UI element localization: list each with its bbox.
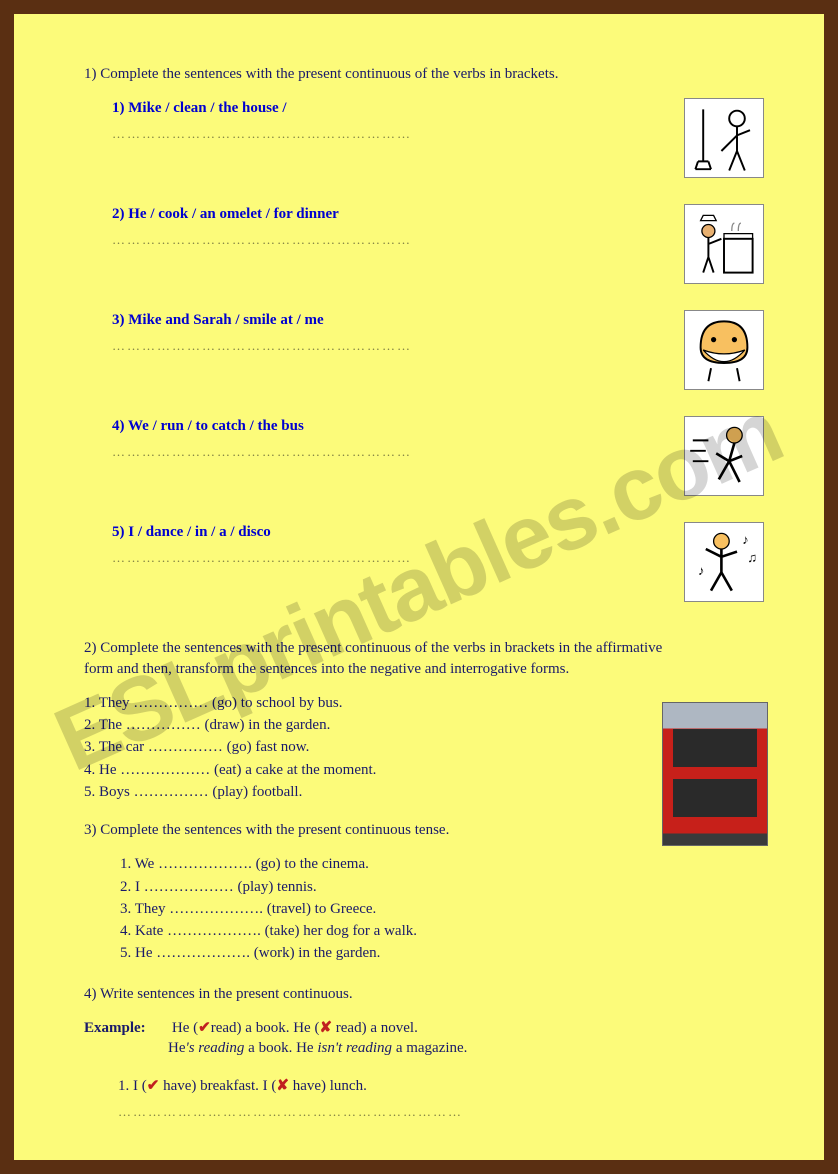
svg-text:♪: ♪: [698, 563, 705, 578]
svg-text:♪: ♪: [742, 532, 749, 547]
svg-text:♫: ♫: [747, 550, 757, 565]
ex1-instruction: 1) Complete the sentences with the prese…: [84, 64, 764, 84]
ex1-num-5: 5): [112, 524, 125, 540]
ex3-line-4: 4. Kate ………………. (take) her dog for a wal…: [120, 921, 764, 941]
ex4-ex-line1-a: He (: [172, 1020, 198, 1036]
ex1-answer-line-5: ……………………………………………………: [112, 549, 674, 567]
dancing-icon: ♪ ♫ ♪: [684, 522, 764, 602]
tick-icon: ✔: [147, 1078, 160, 1094]
ex4-instruction: 4) Write sentences in the present contin…: [84, 984, 764, 1004]
ex1-prompt-5: I / dance / in / a / disco: [128, 524, 271, 540]
ex4-item1-c: have) lunch.: [289, 1078, 367, 1094]
ex3-list: 1. We ………………. (go) to the cinema. 2. I ……: [120, 854, 764, 963]
ex4-item-1: 1. I (✔ have) breakfast. I (✘ have) lunc…: [118, 1076, 764, 1096]
ex4-answer-line-1: ……………………………………………………………: [118, 1103, 764, 1121]
ex1-num-3: 3): [112, 312, 125, 328]
ex4-ex-line1-c: read) a novel.: [332, 1020, 418, 1036]
smile-icon: [684, 310, 764, 390]
tick-icon: ✔: [198, 1020, 211, 1036]
example-label: Example:: [84, 1020, 146, 1036]
ex4-ex-line1-b: read) a book. He (: [211, 1020, 320, 1036]
ex1-answer-line-2: ……………………………………………………: [112, 231, 674, 249]
ex1-answer-line-3: ……………………………………………………: [112, 337, 674, 355]
ex4-ex-line2-b: 's reading: [186, 1040, 245, 1056]
ex1-num-4: 4): [112, 418, 125, 434]
ex1-answer-line-1: ……………………………………………………: [112, 125, 674, 143]
ex4-ex-line2-e: a magazine.: [392, 1040, 467, 1056]
ex1-item-1: 1) Mike / clean / the house / ……………………………: [112, 98, 764, 178]
cross-icon: ✘: [319, 1020, 332, 1036]
ex1-item-4: 4) We / run / to catch / the bus ……………………: [112, 416, 764, 496]
cross-icon: ✘: [276, 1078, 289, 1094]
ex1-answer-line-4: ……………………………………………………: [112, 443, 674, 461]
ex4-ex-line2-c: a book. He: [244, 1040, 317, 1056]
ex1-prompt-3: Mike and Sarah / smile at / me: [128, 312, 323, 328]
cooking-icon: [684, 204, 764, 284]
ex1-prompt-4: We / run / to catch / the bus: [128, 418, 304, 434]
ex1-item-3: 3) Mike and Sarah / smile at / me …………………: [112, 310, 764, 390]
ex4-ex-line2-d: isn't reading: [317, 1040, 392, 1056]
ex4-item1-b: have) breakfast. I (: [159, 1078, 276, 1094]
document-frame: 1) Complete the sentences with the prese…: [0, 0, 838, 1174]
ex1-item-5: 5) I / dance / in / a / disco ……………………………: [112, 522, 764, 602]
ex1-num-2: 2): [112, 206, 125, 222]
bus-photo: [662, 702, 768, 846]
ex4-item1-a: 1. I (: [118, 1078, 147, 1094]
ex3-line-5: 5. He ………………. (work) in the garden.: [120, 943, 764, 963]
ex3-line-2: 2. I ……………… (play) tennis.: [120, 877, 764, 897]
ex1-prompt-1: Mike / clean / the house /: [128, 100, 286, 116]
ex2-instruction: 2) Complete the sentences with the prese…: [84, 638, 684, 679]
running-icon: [684, 416, 764, 496]
ex1-item-2: 2) He / cook / an omelet / for dinner ………: [112, 204, 764, 284]
ex3-line-1: 1. We ………………. (go) to the cinema.: [120, 854, 764, 874]
cleaning-icon: [684, 98, 764, 178]
ex4-ex-line2-a: He: [168, 1040, 186, 1056]
ex1-num-1: 1): [112, 100, 125, 116]
ex4-example: Example: He (✔read) a book. He (✘ read) …: [84, 1018, 764, 1059]
ex3-line-3: 3. They ………………. (travel) to Greece.: [120, 899, 764, 919]
ex1-prompt-2: He / cook / an omelet / for dinner: [128, 206, 339, 222]
worksheet-page: 1) Complete the sentences with the prese…: [14, 14, 824, 1160]
